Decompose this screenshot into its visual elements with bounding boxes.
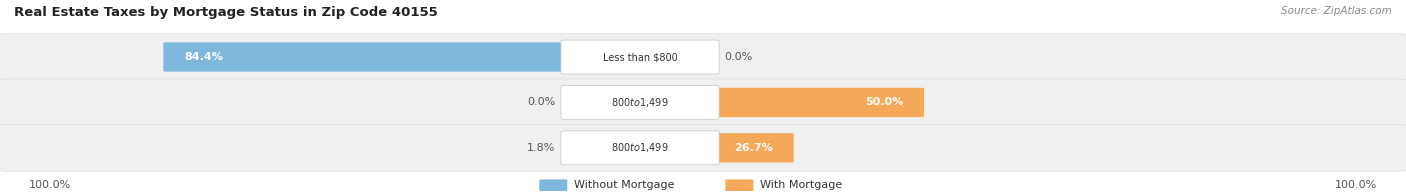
FancyBboxPatch shape bbox=[725, 180, 754, 191]
Text: $800 to $1,499: $800 to $1,499 bbox=[612, 96, 669, 109]
FancyBboxPatch shape bbox=[163, 42, 644, 72]
Text: Less than $800: Less than $800 bbox=[603, 52, 678, 62]
Text: Source: ZipAtlas.com: Source: ZipAtlas.com bbox=[1281, 6, 1392, 16]
Text: 1.8%: 1.8% bbox=[527, 143, 555, 153]
Text: With Mortgage: With Mortgage bbox=[761, 180, 842, 190]
FancyBboxPatch shape bbox=[0, 79, 1406, 126]
FancyBboxPatch shape bbox=[561, 40, 718, 74]
FancyBboxPatch shape bbox=[636, 133, 793, 162]
Text: 0.0%: 0.0% bbox=[527, 97, 555, 107]
Text: 100.0%: 100.0% bbox=[28, 180, 70, 190]
Text: Real Estate Taxes by Mortgage Status in Zip Code 40155: Real Estate Taxes by Mortgage Status in … bbox=[14, 6, 439, 19]
Text: 84.4%: 84.4% bbox=[184, 52, 224, 62]
Text: $800 to $1,499: $800 to $1,499 bbox=[612, 141, 669, 154]
Text: 50.0%: 50.0% bbox=[865, 97, 903, 107]
FancyBboxPatch shape bbox=[626, 133, 644, 162]
Text: Without Mortgage: Without Mortgage bbox=[574, 180, 675, 190]
FancyBboxPatch shape bbox=[636, 88, 924, 117]
Text: 100.0%: 100.0% bbox=[1336, 180, 1378, 190]
FancyBboxPatch shape bbox=[561, 85, 718, 119]
FancyBboxPatch shape bbox=[540, 180, 567, 191]
Text: 0.0%: 0.0% bbox=[724, 52, 754, 62]
Text: 26.7%: 26.7% bbox=[734, 143, 773, 153]
FancyBboxPatch shape bbox=[561, 131, 718, 165]
FancyBboxPatch shape bbox=[0, 34, 1406, 81]
FancyBboxPatch shape bbox=[0, 124, 1406, 171]
